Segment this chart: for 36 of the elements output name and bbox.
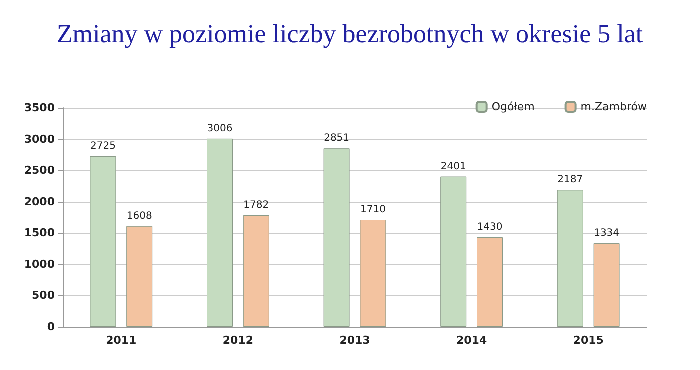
data-label: 2401 [440, 161, 466, 172]
x-tick-label: 2011 [106, 334, 137, 347]
data-label: 1334 [594, 228, 620, 240]
y-tick-label: 2000 [24, 195, 56, 208]
y-tick-label: 3500 [24, 102, 56, 114]
bar [126, 226, 153, 327]
bar [594, 244, 620, 327]
y-tick-label: 500 [32, 289, 56, 302]
y-tick-label: 0 [47, 320, 56, 334]
bar [207, 138, 233, 327]
y-tick-label: 3000 [24, 132, 56, 146]
data-label: 2725 [90, 140, 116, 152]
data-label: 1782 [244, 200, 270, 211]
x-tick-label: 2012 [222, 334, 254, 347]
bar [324, 148, 350, 327]
legend-label: m.Zambrów [580, 100, 648, 114]
data-label: 3006 [207, 123, 233, 134]
data-label: 1710 [360, 204, 386, 216]
x-tick-label: 2013 [340, 334, 370, 347]
bar [557, 190, 584, 327]
data-label: 2187 [558, 174, 584, 186]
data-label: 1608 [126, 210, 152, 222]
y-tick-label: 1000 [24, 258, 56, 271]
bar [360, 220, 386, 327]
bar [477, 238, 503, 327]
x-tick-label: 2015 [573, 334, 604, 347]
data-label: 1430 [477, 222, 503, 234]
legend-label: Ogółem [492, 100, 535, 114]
bar [243, 216, 270, 327]
y-tick-label: 1500 [24, 226, 56, 240]
x-tick-label: 2014 [456, 334, 488, 347]
bar [90, 156, 116, 327]
y-tick-label: 2500 [24, 164, 56, 178]
data-label: 2851 [324, 133, 350, 144]
chart-title: Zmiany w poziomie liczby bezrobotnych w okresie 5 lat [56, 20, 644, 48]
bar [440, 176, 467, 327]
